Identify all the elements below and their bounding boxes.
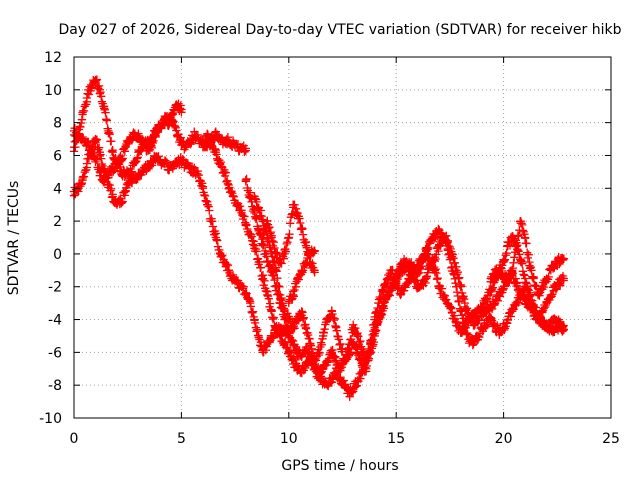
chart-title: Day 027 of 2026, Sidereal Day-to-day VTE… xyxy=(59,22,622,38)
y-tick-label: -2 xyxy=(48,280,62,296)
x-axis-label: GPS time / hours xyxy=(281,458,398,474)
y-tick-label: 0 xyxy=(53,247,62,263)
gridlines xyxy=(74,57,611,418)
series-track-6 xyxy=(250,191,568,366)
series-marker-trail xyxy=(241,174,568,381)
y-tick-label: -8 xyxy=(48,378,62,394)
series-marker-trail xyxy=(198,129,568,401)
series-track-4 xyxy=(198,129,568,401)
y-tick-label: 6 xyxy=(53,148,62,164)
x-tick-label: 25 xyxy=(602,431,620,447)
y-tick-label: -4 xyxy=(48,313,62,329)
series-marker-trail xyxy=(284,245,319,306)
series-track-9 xyxy=(486,216,568,300)
y-tick-label: -6 xyxy=(48,345,62,361)
axis-ticks xyxy=(73,56,612,419)
y-axis-label: SDTVAR / TECUs xyxy=(6,181,22,296)
y-tick-labels: -10 -8 -6 -4 -2 0 2 4 6 8 10 12 xyxy=(39,50,62,427)
x-tick-labels: 0 5 10 15 20 25 xyxy=(70,431,620,447)
series-track-2 xyxy=(69,75,186,168)
x-tick-label: 10 xyxy=(280,431,298,447)
y-tick-label: 12 xyxy=(44,50,62,66)
x-tick-label: 0 xyxy=(70,431,79,447)
y-tick-label: -10 xyxy=(39,411,62,427)
y-tick-label: 8 xyxy=(53,116,62,132)
x-tick-label: 15 xyxy=(387,431,405,447)
x-tick-label: 20 xyxy=(495,431,513,447)
x-tick-label: 5 xyxy=(177,431,186,447)
y-tick-label: 10 xyxy=(44,83,62,99)
y-tick-label: 4 xyxy=(53,181,62,197)
series-marker-trail xyxy=(250,191,568,366)
plot-frame xyxy=(73,56,612,419)
y-tick-label: 2 xyxy=(53,214,62,230)
data-series xyxy=(69,75,568,401)
series-marker-trail xyxy=(486,217,568,300)
series-track-8 xyxy=(284,245,319,308)
